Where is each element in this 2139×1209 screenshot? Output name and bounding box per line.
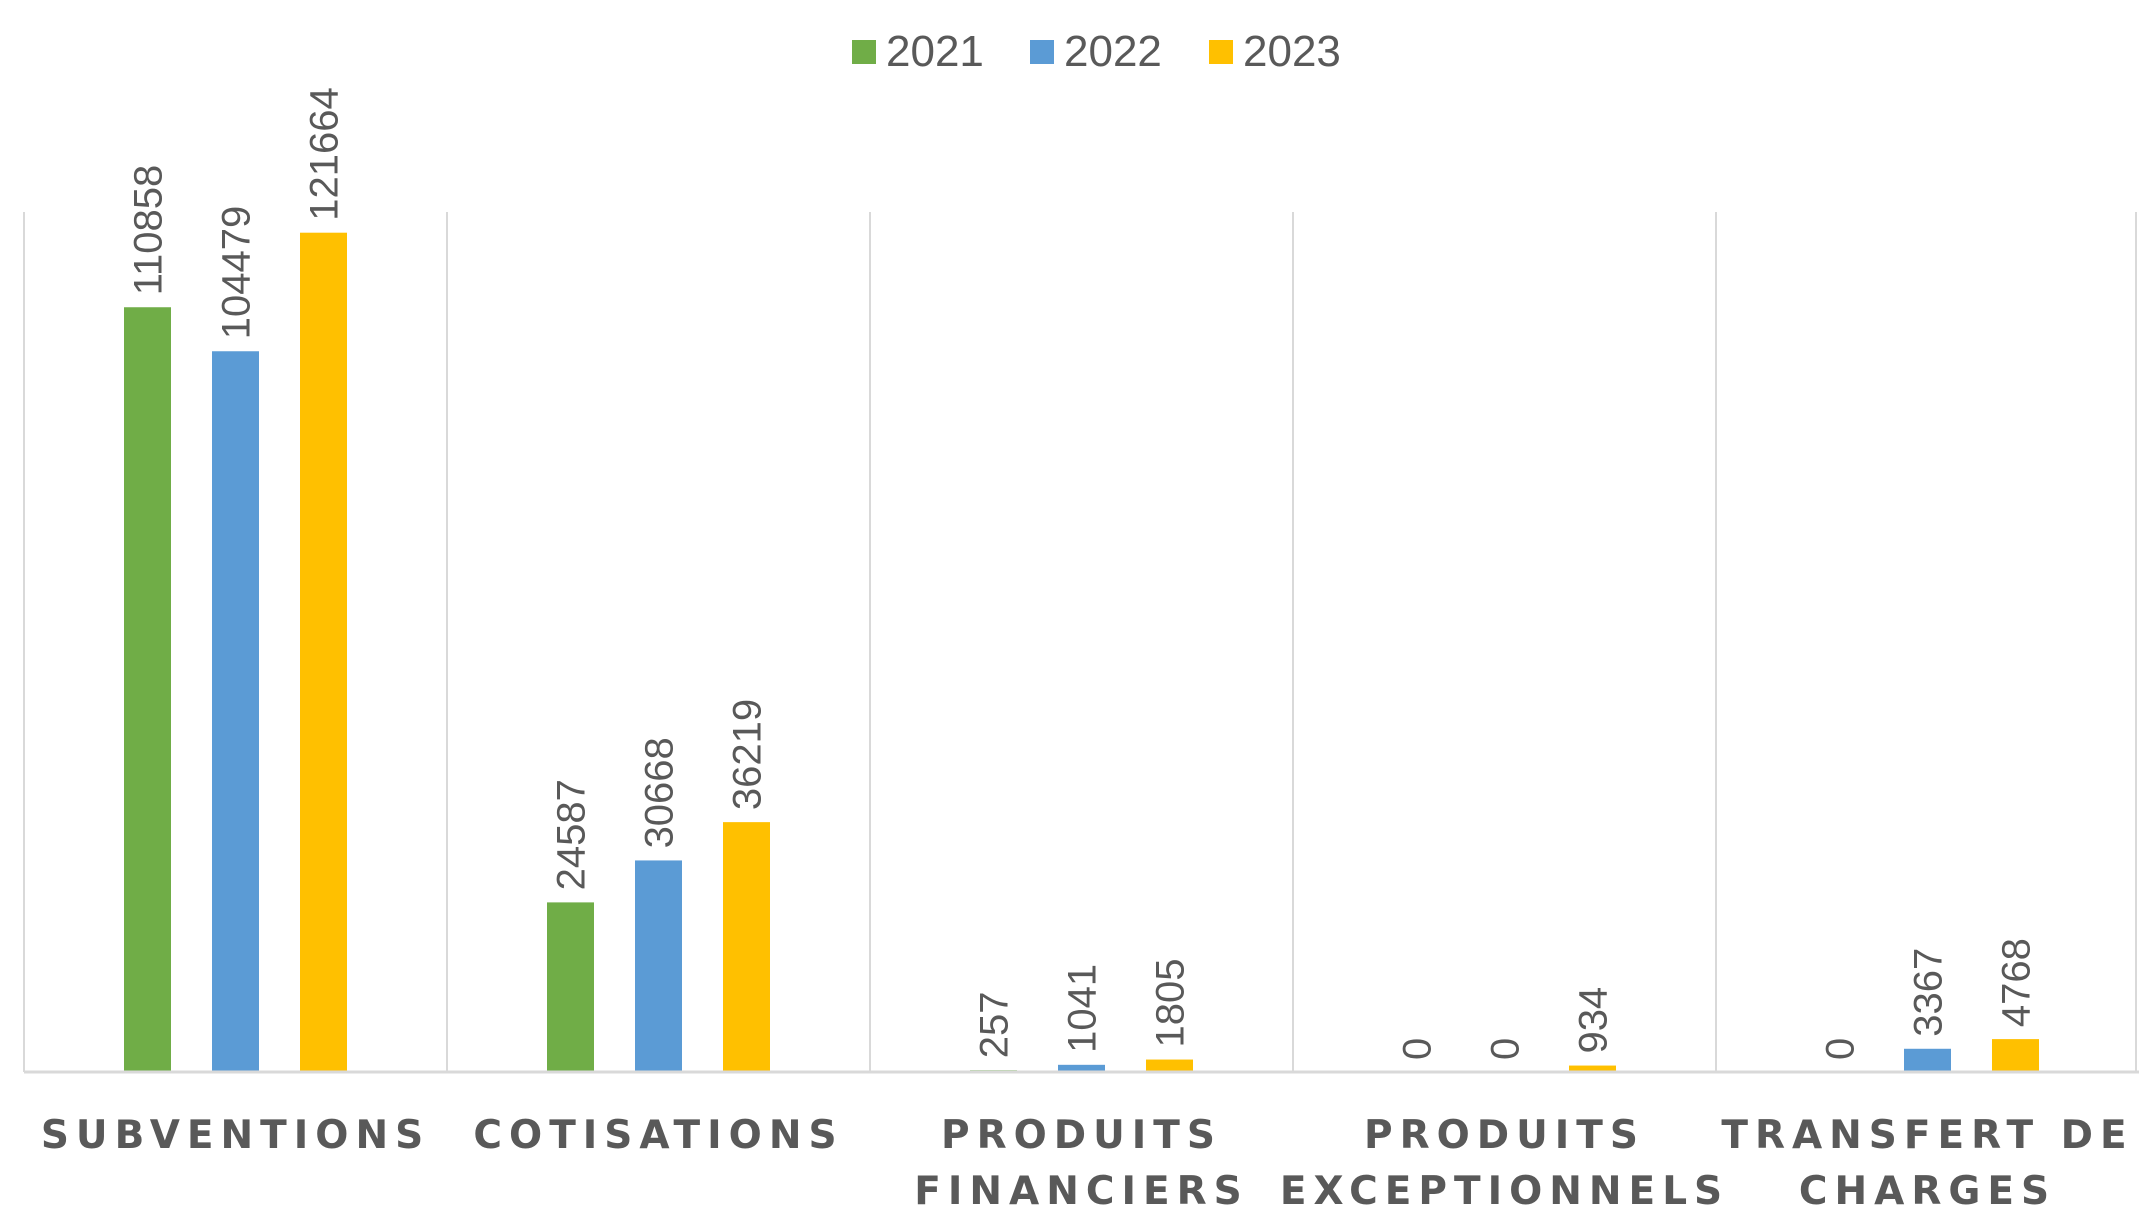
legend: 2021 2022 2023 (852, 27, 1341, 76)
data-label-2021-4: 0 (1819, 1038, 1863, 1060)
category-label-2: PRODUITS (941, 1113, 1222, 1158)
category-label-4: TRANSFERT DE (1721, 1113, 2133, 1158)
bar-2022-4 (1904, 1048, 1951, 1072)
legend-label: 2023 (1243, 27, 1341, 76)
data-label-2021-2: 257 (973, 991, 1017, 1058)
data-label-2023-3: 934 (1572, 987, 1616, 1054)
legend-swatch (852, 40, 876, 64)
legend-item-2023: 2023 (1209, 27, 1341, 76)
bar-2023-3 (1569, 1065, 1616, 1072)
data-label-2021-1: 24587 (550, 779, 594, 890)
data-label-2023-4: 4768 (1995, 938, 2039, 1027)
category-labels: SUBVENTIONS COTISATIONS PRODUITS FINANCIERS… (41, 1113, 2133, 1209)
data-label-2022-0: 104479 (215, 206, 259, 339)
category-label-3: EXCEPTIONNELS (1280, 1169, 1729, 1209)
bar-2023-2 (1146, 1059, 1193, 1072)
data-label-2023-2: 1805 (1149, 959, 1193, 1048)
legend-item-2022: 2022 (1030, 27, 1162, 76)
data-label-2023-0: 121664 (303, 87, 347, 220)
data-label-2022-1: 30668 (638, 737, 682, 848)
bar-2023-1 (723, 822, 770, 1072)
data-label-2021-3: 0 (1396, 1038, 1440, 1060)
bar-2021-1 (547, 902, 594, 1072)
data-label-2022-3: 0 (1484, 1038, 1528, 1060)
legend-swatch (1030, 40, 1054, 64)
bar-2021-0 (124, 307, 171, 1072)
bar-2022-0 (212, 351, 259, 1072)
bar-2023-0 (300, 232, 347, 1073)
data-label-2023-1: 36219 (726, 699, 770, 810)
legend-label: 2022 (1064, 27, 1162, 76)
bar-2022-2 (1058, 1064, 1105, 1072)
data-label-2021-0: 110858 (127, 165, 171, 296)
bar-2022-1 (635, 860, 682, 1072)
data-label-2022-4: 3367 (1907, 948, 1951, 1037)
category-label-0: SUBVENTIONS (41, 1113, 430, 1158)
bar-2023-4 (1992, 1039, 2039, 1072)
data-label-2022-2: 1041 (1061, 964, 1105, 1053)
category-label-2: FINANCIERS (914, 1169, 1249, 1209)
category-separators (23, 212, 2137, 1072)
legend-label: 2021 (886, 27, 984, 76)
category-label-1: COTISATIONS (473, 1113, 843, 1158)
category-label-4: CHARGES (1799, 1169, 2056, 1209)
category-label-3: PRODUITS (1364, 1113, 1645, 1158)
legend-item-2021: 2021 (852, 27, 984, 76)
data-labels: 110858 104479 121664 24587 30668 36219 257 1041… (127, 87, 2039, 1060)
bars (124, 232, 2039, 1073)
legend-swatch (1209, 40, 1233, 64)
